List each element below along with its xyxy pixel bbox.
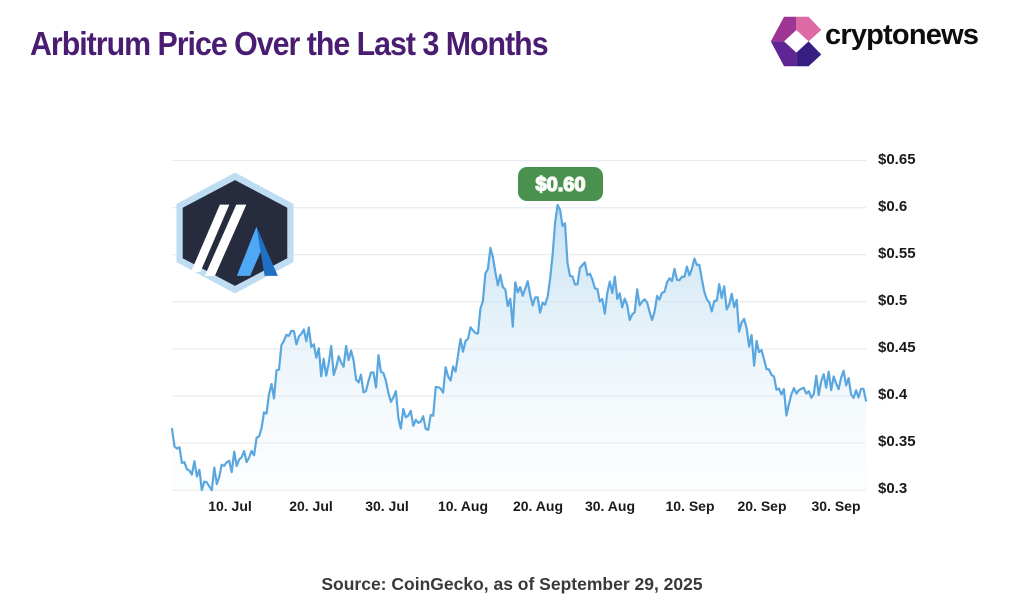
- svg-text:$0.60: $0.60: [535, 174, 585, 196]
